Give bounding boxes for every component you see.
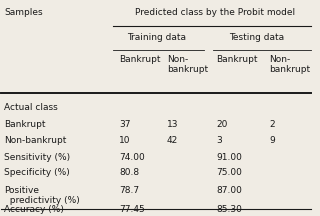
Text: Training data: Training data (127, 33, 187, 42)
Text: Bankrupt: Bankrupt (119, 55, 161, 64)
Text: Bankrupt: Bankrupt (217, 55, 258, 64)
Text: Positive
  predictivity (%): Positive predictivity (%) (4, 186, 80, 205)
Text: Predicted class by the Probit model: Predicted class by the Probit model (135, 8, 295, 17)
Text: 3: 3 (217, 136, 222, 145)
Text: Non-bankrupt: Non-bankrupt (4, 136, 67, 145)
Text: 37: 37 (119, 120, 131, 129)
Text: Actual class: Actual class (4, 103, 58, 112)
Text: Non-
bankrupt: Non- bankrupt (167, 55, 208, 74)
Text: 20: 20 (217, 120, 228, 129)
Text: Bankrupt: Bankrupt (4, 120, 46, 129)
Text: 9: 9 (269, 136, 275, 145)
Text: Accuracy (%): Accuracy (%) (4, 205, 64, 214)
Text: Non-
bankrupt: Non- bankrupt (269, 55, 310, 74)
Text: 2: 2 (269, 120, 275, 129)
Text: 91.00: 91.00 (217, 153, 243, 162)
Text: 77.45: 77.45 (119, 205, 145, 214)
Text: Sensitivity (%): Sensitivity (%) (4, 153, 71, 162)
Text: 80.8: 80.8 (119, 168, 139, 177)
Text: 75.00: 75.00 (217, 168, 243, 177)
Text: 78.7: 78.7 (119, 186, 139, 195)
Text: 87.00: 87.00 (217, 186, 243, 195)
Text: 13: 13 (167, 120, 179, 129)
Text: Specificity (%): Specificity (%) (4, 168, 70, 177)
Text: Testing data: Testing data (229, 33, 284, 42)
Text: Samples: Samples (4, 8, 43, 17)
Text: 10: 10 (119, 136, 131, 145)
Text: 42: 42 (167, 136, 178, 145)
Text: 85.30: 85.30 (217, 205, 243, 214)
Text: 74.00: 74.00 (119, 153, 145, 162)
